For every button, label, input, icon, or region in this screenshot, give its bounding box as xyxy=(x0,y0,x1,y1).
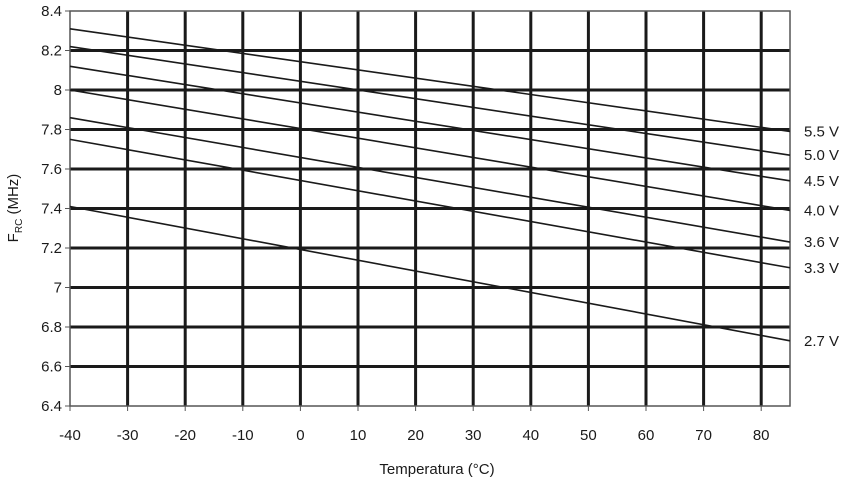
x-tick-label: 80 xyxy=(753,427,770,444)
series-line xyxy=(69,65,791,182)
x-tick-label: -20 xyxy=(174,427,196,444)
y-tick-label: 7.8 xyxy=(41,122,62,139)
series-label: 2.7 V xyxy=(804,333,839,350)
x-tick-label: 30 xyxy=(465,427,482,444)
x-tick-label: 50 xyxy=(580,427,597,444)
series-line xyxy=(69,138,791,269)
series-label: 5.5 V xyxy=(804,123,839,140)
x-tick-label: -30 xyxy=(117,427,139,444)
x-tick-label: 60 xyxy=(638,427,655,444)
x-tick-label: 0 xyxy=(296,427,304,444)
series-line xyxy=(69,89,791,212)
series-label: 3.3 V xyxy=(804,260,839,277)
y-tick-label: 7.2 xyxy=(41,240,62,257)
y-tick-label: 7.4 xyxy=(41,201,62,218)
y-tick-label: 6.8 xyxy=(41,319,62,336)
y-axis-title: FRC (MHz) xyxy=(5,174,25,243)
x-tick-label: -10 xyxy=(232,427,254,444)
y-axis-title-rest: (MHz) xyxy=(5,174,22,219)
series-line xyxy=(69,27,791,133)
series-label: 4.0 V xyxy=(804,202,839,219)
x-tick-label: 70 xyxy=(695,427,712,444)
y-axis-title-main: F xyxy=(5,233,22,242)
series-label: 4.5 V xyxy=(804,173,839,190)
y-tick-label: 7.6 xyxy=(41,161,62,178)
series-line xyxy=(69,45,791,156)
series-labels: 5.5 V 5.0 V 4.5 V 4.0 V 3.6 V 3.3 V 2.7 V xyxy=(804,123,839,349)
y-tick-labels: 6.4 6.6 6.8 7 7.2 7.4 7.6 7.8 8 8.2 8.4 xyxy=(41,3,62,415)
series-label: 5.0 V xyxy=(804,147,839,164)
grid xyxy=(65,10,790,411)
y-tick-label: 7 xyxy=(54,280,62,297)
x-axis-title: Temperatura (°C) xyxy=(379,461,494,478)
series-lines xyxy=(69,27,791,342)
y-tick-label: 8.4 xyxy=(41,3,62,20)
y-axis-title-sub: RC xyxy=(14,219,25,233)
series-line xyxy=(69,205,791,342)
y-tick-label: 6.4 xyxy=(41,398,62,415)
y-tick-label: 6.6 xyxy=(41,359,62,376)
y-tick-label: 8.2 xyxy=(41,43,62,60)
x-tick-label: 20 xyxy=(407,427,424,444)
x-tick-label: -40 xyxy=(59,427,81,444)
y-tick-label: 8 xyxy=(54,82,62,99)
x-tick-label: 10 xyxy=(350,427,367,444)
series-line xyxy=(69,116,791,243)
plot-frame xyxy=(69,10,791,407)
series-label: 3.6 V xyxy=(804,234,839,251)
x-tick-labels: -40 -30 -20 -10 0 10 20 30 40 50 60 70 80 xyxy=(59,427,769,444)
x-tick-label: 40 xyxy=(522,427,539,444)
